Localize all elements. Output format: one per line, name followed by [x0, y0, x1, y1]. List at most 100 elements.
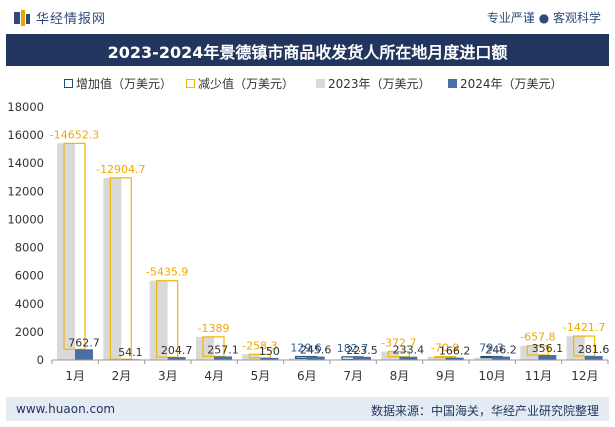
bar-2023 — [149, 280, 168, 360]
bar-2024 — [260, 357, 279, 360]
footer: www.huaon.com 数据来源：中国海关，华经产业研究院整理 — [6, 397, 609, 421]
bar-2024 — [445, 357, 464, 360]
x-tick-label: 12月 — [571, 369, 598, 383]
data-labels-layer: -14652.3 762.7 -12904.7 54.1 -5435.9 204.7 -13… — [50, 128, 610, 359]
legend-label-2024: 2024年（万美元） — [460, 77, 563, 91]
label-decrease: -258.3 — [242, 339, 277, 352]
legend-label-2023: 2023年（万美元） — [328, 77, 431, 91]
label-2024: 150 — [259, 345, 280, 358]
legend-swatch-2024 — [448, 79, 457, 88]
label-2024: 281.6 — [578, 343, 610, 356]
label-2024: 54.1 — [118, 346, 143, 359]
bar-decrease — [109, 177, 132, 360]
x-tick-label: 1月 — [65, 369, 85, 383]
bar-2023 — [427, 356, 446, 360]
bar-2024 — [399, 356, 418, 360]
legend-item-2024: 2024年（万美元） — [448, 75, 563, 92]
label-increase: 79.3 — [479, 342, 504, 355]
bar-2023 — [57, 143, 75, 360]
x-tick-label: 4月 — [204, 369, 224, 383]
bar-decrease — [526, 345, 549, 356]
x-tick-label: 5月 — [251, 369, 271, 383]
legend-item-2023: 2023年（万美元） — [316, 75, 431, 92]
label-decrease: -12904.7 — [96, 163, 145, 176]
label-2024: 166.2 — [439, 345, 471, 358]
y-tick-label: 4000 — [15, 297, 44, 311]
label-2024: 204.7 — [161, 344, 193, 357]
y-tick-label: 14000 — [7, 156, 44, 170]
bar-2023 — [242, 354, 261, 360]
bar-decrease — [387, 350, 410, 358]
top-bar: 华经情报网 专业严谨 ● 客观科学 — [0, 0, 615, 34]
chart-plot: 0 2000 4000 6000 8000 10000 12000 14000 16000 180… — [7, 100, 610, 383]
legend: 增加值（万美元） 减少值（万美元） 2023年（万美元） 2024年（万美元） — [0, 72, 615, 92]
label-decrease: -14652.3 — [50, 128, 99, 141]
bar-decrease — [434, 356, 457, 359]
x-tick-label: 7月 — [343, 369, 363, 383]
legend-label-increase: 增加值（万美元） — [76, 77, 173, 91]
bar-2024 — [214, 356, 232, 360]
bar-2023 — [566, 336, 585, 360]
x-tick-label: 3月 — [158, 369, 178, 383]
label-2024: 233.4 — [393, 344, 425, 357]
bar-2024 — [167, 357, 186, 360]
bar-decrease — [248, 353, 271, 359]
label-2024: 245.6 — [300, 344, 332, 357]
bar-2024 — [492, 356, 510, 360]
y-tick-label: 18000 — [7, 100, 44, 114]
brand-name: 华经情报网 — [36, 12, 107, 27]
bar-2023 — [381, 351, 400, 360]
label-2024: 356.1 — [532, 342, 564, 355]
bar-2023 — [196, 336, 214, 360]
bar-2024 — [306, 356, 325, 360]
legend-swatch-2023 — [316, 79, 325, 88]
bar-2024 — [584, 356, 603, 360]
bar-2023 — [520, 345, 539, 360]
bar-2024 — [75, 349, 93, 360]
label-2024: 223.5 — [346, 344, 378, 357]
footer-source: 数据来源：中国海关，华经产业研究院整理 — [370, 404, 599, 418]
bar-decrease — [63, 142, 86, 350]
label-increase: 182.7 — [337, 342, 369, 355]
legend-item-decrease: 减少值（万美元） — [186, 75, 294, 92]
y-tick-label: 6000 — [15, 269, 44, 283]
brand-logo-icon — [14, 9, 30, 26]
label-increase: 129.6 — [290, 342, 322, 355]
x-tick-label: 2月 — [112, 369, 132, 383]
bar-2023 — [103, 177, 122, 360]
bar-2024 — [353, 356, 371, 360]
y-tick-label: 16000 — [7, 128, 44, 142]
y-tick-label: 0 — [37, 353, 44, 367]
label-decrease: -1421.7 — [563, 321, 605, 334]
bar-2024 — [538, 354, 557, 360]
x-tick-label: 8月 — [390, 369, 410, 383]
label-decrease: -657.8 — [520, 331, 555, 344]
chart-title: 2023-2024年景德镇市商品收发货人所在地月度进口额 — [107, 43, 508, 62]
legend-item-increase: 增加值（万美元） — [64, 75, 172, 92]
x-tick-label: 6月 — [297, 369, 317, 383]
label-2024: 246.2 — [485, 344, 517, 357]
title-bar: 2023-2024年景德镇市商品收发货人所在地月度进口额 — [6, 34, 609, 66]
x-tick-label: 9月 — [436, 369, 456, 383]
legend-swatch-decrease — [186, 79, 195, 88]
label-decrease: -5435.9 — [146, 266, 188, 279]
y-tick-label: 8000 — [15, 241, 44, 255]
legend-swatch-increase — [64, 79, 73, 88]
label-2024: 257.1 — [207, 343, 239, 356]
x-tick-label: 10月 — [479, 369, 506, 383]
legend-label-decrease: 减少值（万美元） — [198, 77, 295, 91]
bar-2023 — [288, 358, 307, 360]
bar-decrease — [573, 335, 596, 357]
bar-2023 — [474, 357, 492, 360]
brand: 华经情报网 — [14, 8, 106, 27]
x-axis: 1月 2月 3月 4月 5月 6月 7月 8月 9月 10月 11月 12月 — [51, 360, 609, 383]
label-decrease: -372.7 — [381, 336, 416, 349]
y-tick-label: 2000 — [15, 325, 44, 339]
tagline: 专业严谨 ● 客观科学 — [486, 11, 601, 25]
bar-decrease — [202, 336, 225, 357]
x-tick-label: 11月 — [525, 369, 552, 383]
label-decrease: -1389 — [198, 322, 230, 335]
label-decrease: -70.9 — [431, 342, 459, 355]
bars-layer — [57, 142, 603, 361]
